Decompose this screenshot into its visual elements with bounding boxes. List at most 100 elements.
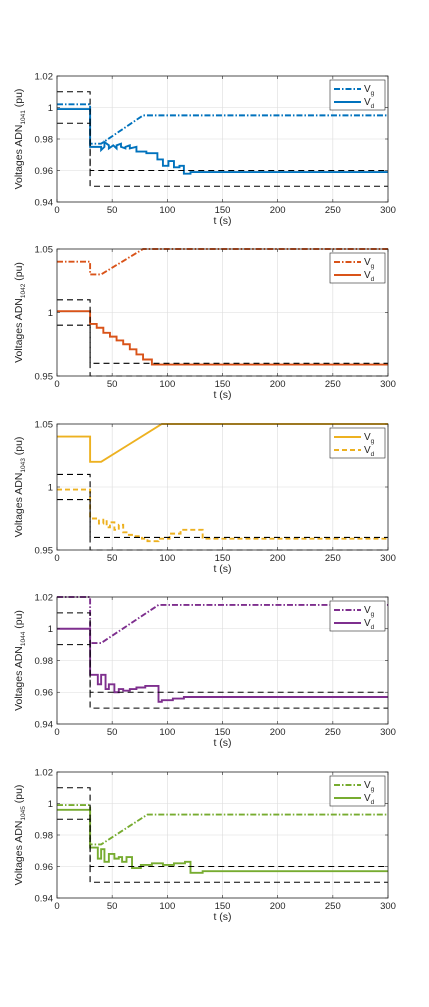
- legend-label: Vd: [364, 445, 375, 458]
- x-axis-label: t (s): [213, 389, 231, 401]
- legend-box: [329, 252, 386, 284]
- series-line: [57, 804, 388, 846]
- y-axis-label-main: Voltages ADN: [13, 298, 25, 363]
- x-tick-label: 150: [215, 727, 231, 738]
- x-tick-label: 250: [325, 727, 341, 738]
- legend-label: Vg: [364, 257, 375, 270]
- legend-label-main: V: [364, 270, 371, 281]
- x-tick-label: 200: [270, 553, 286, 564]
- legend-label-main: V: [364, 780, 371, 791]
- bound-line: [57, 644, 388, 709]
- y-tick-label: 0.98: [35, 134, 54, 145]
- y-axis-label-sub: 1043: [20, 458, 27, 473]
- y-axis-label-sub: 1045: [20, 806, 27, 821]
- y-axis-label-unit: (pu): [13, 610, 25, 632]
- legend-label-sub: g: [371, 438, 375, 445]
- y-axis-label-main: Voltages ADN: [13, 473, 25, 538]
- x-tick-label: 300: [380, 205, 396, 216]
- bound-line: [57, 122, 388, 187]
- y-axis-label-main: Voltages ADN: [13, 821, 25, 886]
- legend-label-sub: d: [371, 451, 375, 458]
- chart-panel: 0 50 100 150 200 250 300 0.95 1 1.05 t (s) Voltages…: [13, 244, 396, 401]
- series-line: [57, 310, 388, 366]
- x-tick-label: 250: [325, 379, 341, 390]
- y-axis-label: Voltages ADN1042 (pu): [13, 262, 27, 363]
- x-tick-label: 100: [159, 379, 175, 390]
- y-axis-label-main: Voltages ADN: [13, 125, 25, 190]
- legend-label-sub: g: [371, 611, 375, 618]
- legend-label-main: V: [364, 618, 371, 629]
- x-tick-label: 100: [159, 901, 175, 912]
- bound-line: [57, 299, 388, 364]
- y-axis-label-main: Voltages ADN: [13, 646, 25, 711]
- legend-label-main: V: [364, 97, 371, 108]
- y-tick-label: 0.94: [35, 197, 54, 208]
- legend-label-main: V: [364, 432, 371, 443]
- y-tick-label: 0.94: [35, 893, 54, 904]
- x-axis-label: t (s): [213, 911, 231, 923]
- legend-label: Vd: [364, 97, 375, 110]
- y-tick-label: 1.02: [35, 71, 54, 82]
- legend-label-sub: g: [371, 90, 375, 97]
- x-tick-label: 100: [159, 205, 175, 216]
- y-tick-label: 0.95: [35, 545, 54, 556]
- x-tick-label: 50: [107, 379, 118, 390]
- x-tick-label: 0: [54, 553, 59, 564]
- x-tick-label: 0: [54, 379, 59, 390]
- x-tick-label: 250: [325, 901, 341, 912]
- y-tick-label: 1.02: [35, 592, 54, 603]
- x-tick-label: 50: [107, 727, 118, 738]
- y-axis-label: Voltages ADN1045 (pu): [13, 785, 27, 886]
- x-tick-label: 200: [270, 379, 286, 390]
- x-tick-label: 50: [107, 901, 118, 912]
- x-tick-label: 100: [159, 727, 175, 738]
- legend-label-sub: d: [371, 276, 375, 283]
- y-tick-label: 0.96: [35, 166, 54, 177]
- series-line: [57, 488, 388, 543]
- x-tick-label: 0: [54, 901, 59, 912]
- x-tick-label: 250: [325, 205, 341, 216]
- legend-label: Vd: [364, 793, 375, 806]
- y-axis-label: Voltages ADN1043 (pu): [13, 437, 27, 538]
- legend-label-sub: d: [371, 103, 375, 110]
- legend-label: Vg: [364, 84, 375, 97]
- y-tick-label: 1: [48, 103, 53, 114]
- y-axis-label-sub: 1044: [20, 631, 27, 646]
- y-axis-label-unit: (pu): [13, 437, 25, 459]
- legend-label-main: V: [364, 257, 371, 268]
- y-axis-label-unit: (pu): [13, 262, 25, 284]
- legend-label-sub: d: [371, 799, 375, 806]
- legend-label: Vd: [364, 270, 375, 283]
- x-tick-label: 150: [215, 205, 231, 216]
- y-axis-label: Voltages ADN1041 (pu): [13, 89, 27, 190]
- y-axis-label-unit: (pu): [13, 785, 25, 807]
- legend-label: Vg: [364, 780, 375, 793]
- x-tick-label: 200: [270, 727, 286, 738]
- x-tick-label: 150: [215, 901, 231, 912]
- x-tick-label: 150: [215, 379, 231, 390]
- legend-label: Vg: [364, 432, 375, 445]
- chart-panel: 0 50 100 150 200 250 300 0.95 1 1.05 t (s) Voltages…: [13, 419, 396, 575]
- chart-panel: 0 50 100 150 200 250 300 0.94 0.96 0.98 1 1.02 t (s)…: [13, 767, 396, 923]
- y-axis-label-sub: 1041: [20, 110, 27, 125]
- x-tick-label: 300: [380, 379, 396, 390]
- legend-label-sub: g: [371, 786, 375, 793]
- x-tick-label: 300: [380, 901, 396, 912]
- y-axis-label-sub: 1042: [20, 283, 27, 298]
- x-tick-label: 200: [270, 901, 286, 912]
- legend-box: [329, 775, 386, 807]
- x-tick-label: 250: [325, 553, 341, 564]
- x-tick-label: 0: [54, 205, 59, 216]
- x-tick-label: 300: [380, 727, 396, 738]
- legend-label-main: V: [364, 605, 371, 616]
- bound-line: [57, 818, 388, 883]
- y-tick-label: 1.05: [35, 419, 54, 430]
- legend-label-sub: d: [371, 624, 375, 631]
- x-tick-label: 200: [270, 205, 286, 216]
